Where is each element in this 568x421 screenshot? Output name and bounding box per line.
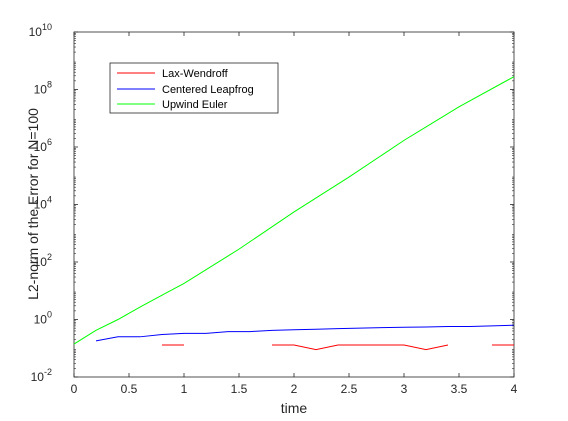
- legend-label-upwind-euler: Upwind Euler: [162, 99, 228, 111]
- y-tick-label: 1010: [29, 22, 52, 39]
- legend-label-centered-leapfrog: Centered Leapfrog: [162, 84, 254, 96]
- legend-label-lax-wendroff: Lax-Wendroff: [162, 68, 229, 80]
- y-tick-label: 106: [34, 137, 52, 154]
- x-tick-label: 1: [181, 382, 188, 396]
- series-line-centered-leapfrog: [95, 324, 515, 342]
- series-line-lax-wendroff: [272, 344, 449, 351]
- y-tick-label: 104: [34, 195, 52, 212]
- y-tick-label: 100: [34, 310, 52, 327]
- legend-box: [109, 62, 279, 114]
- x-tick-label: 4: [511, 382, 518, 396]
- y-axis-label: L2-norm of the Error for N=100: [25, 108, 41, 300]
- x-tick-label: 3.5: [451, 382, 468, 396]
- x-tick-label: 2.5: [341, 382, 358, 396]
- legend: Lax-Wendroff Centered Leapfrog Upwind Eu…: [109, 62, 279, 114]
- series-layer: [73, 76, 515, 351]
- x-tick-label: 1.5: [231, 382, 248, 396]
- x-tick-label: 2: [291, 382, 298, 396]
- x-axis-label: time: [281, 400, 308, 416]
- x-tick-label: 0.5: [121, 382, 138, 396]
- ticks-layer: 0 0.5 1 1.5 2 2.5 3 3.5 4 10-2 100 102 104 106 108 1010: [29, 22, 518, 396]
- y-tick-label: 102: [34, 252, 52, 269]
- x-tick-label: 3: [401, 382, 408, 396]
- y-tick-label: 108: [34, 80, 52, 97]
- series-line-upwind-euler: [73, 76, 515, 345]
- x-tick-label: 0: [71, 382, 78, 396]
- y-tick-label: 10-2: [31, 367, 52, 384]
